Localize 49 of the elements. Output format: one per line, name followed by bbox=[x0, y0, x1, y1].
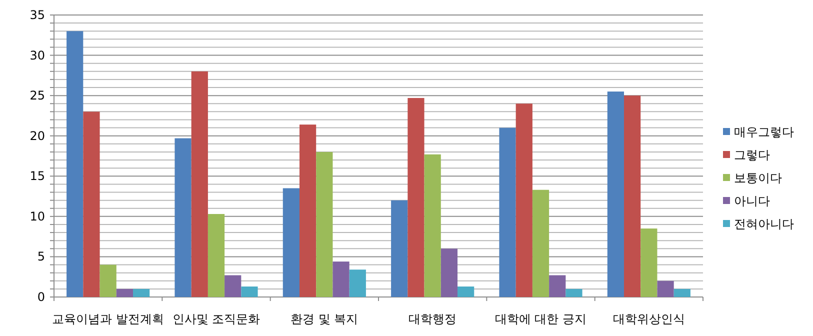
x-tick-label: 대학에 대한 긍지 bbox=[494, 312, 587, 326]
bar bbox=[241, 286, 258, 297]
bar bbox=[674, 288, 690, 297]
bar bbox=[624, 96, 641, 297]
bar bbox=[391, 200, 408, 297]
y-tick-label: 5 bbox=[37, 250, 45, 264]
y-tick-label: 10 bbox=[30, 209, 45, 224]
y-tick-label: 30 bbox=[30, 48, 45, 62]
legend-label: 그렇다 bbox=[734, 148, 770, 162]
legend-label: 보통이다 bbox=[734, 171, 782, 185]
bar bbox=[532, 190, 550, 297]
bar bbox=[191, 71, 208, 297]
bar bbox=[133, 288, 150, 297]
bar bbox=[332, 262, 350, 297]
y-tick-label: 35 bbox=[30, 8, 45, 22]
bar bbox=[499, 128, 516, 297]
bar bbox=[440, 248, 458, 297]
bar bbox=[640, 228, 658, 297]
x-tick-label: 인사및 조직문화 bbox=[172, 312, 260, 326]
bar bbox=[408, 98, 424, 297]
bar bbox=[282, 188, 300, 297]
y-tick-label: 20 bbox=[30, 128, 45, 143]
bar bbox=[299, 124, 316, 297]
y-tick-label: 15 bbox=[30, 169, 45, 184]
bar bbox=[458, 286, 474, 297]
bar bbox=[316, 152, 333, 297]
y-tick-label: 25 bbox=[30, 88, 45, 103]
x-tick-label: 환경 및 복지 bbox=[290, 312, 358, 326]
bar bbox=[657, 280, 674, 297]
y-tick-label: 0 bbox=[37, 290, 45, 304]
x-tick-label: 대학위상인식 bbox=[612, 312, 685, 326]
bar bbox=[66, 31, 84, 297]
bar bbox=[100, 264, 116, 297]
legend-label: 매우그렇다 bbox=[734, 125, 794, 139]
bar bbox=[549, 275, 566, 297]
bar bbox=[566, 288, 582, 297]
bar bbox=[349, 270, 366, 297]
bar bbox=[83, 112, 100, 297]
bar bbox=[208, 214, 225, 297]
x-tick-label: 교육이념과 발전계획 bbox=[52, 312, 164, 326]
bar bbox=[174, 138, 192, 297]
bar bbox=[116, 288, 134, 297]
bar bbox=[224, 275, 242, 297]
bar bbox=[516, 104, 532, 297]
x-tick-label: 대학행정 bbox=[408, 312, 457, 326]
legend-label: 아니다 bbox=[734, 194, 770, 208]
legend-label: 전혀아니다 bbox=[734, 217, 794, 231]
bar bbox=[607, 92, 624, 297]
bar bbox=[424, 154, 441, 297]
